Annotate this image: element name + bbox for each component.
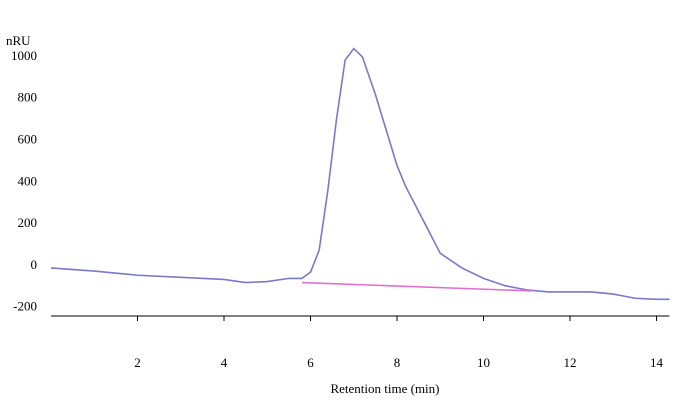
y-tick-label: 200: [18, 215, 38, 230]
y-tick-label: -200: [13, 299, 37, 314]
x-tick-label: 10: [477, 355, 490, 370]
x-tick-label: 6: [307, 355, 314, 370]
x-tick-label: 2: [134, 355, 141, 370]
y-axis-title: nRU: [6, 33, 31, 48]
y-tick-label: 1000: [11, 48, 37, 63]
x-tick-label: 12: [564, 355, 577, 370]
x-tick-label: 8: [394, 355, 401, 370]
y-tick-label: 800: [18, 90, 38, 105]
x-tick-label: 4: [221, 355, 228, 370]
y-tick-label: 400: [18, 173, 38, 188]
y-tick-label: 600: [18, 131, 38, 146]
y-tick-label: 0: [31, 257, 38, 272]
x-axis-title: Retention time (min): [330, 381, 439, 396]
x-tick-label: 14: [650, 355, 664, 370]
series-line: [301, 281, 532, 292]
series-line: [50, 47, 670, 301]
